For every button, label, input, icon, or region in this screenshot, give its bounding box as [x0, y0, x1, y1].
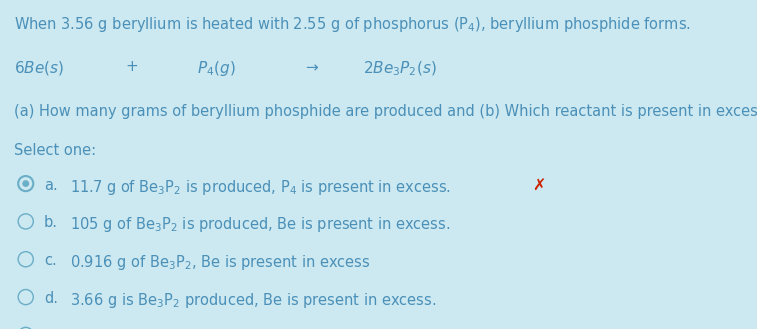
Text: $\it{6Be(s)}$: $\it{6Be(s)}$ — [14, 59, 64, 77]
Text: b.: b. — [44, 215, 58, 231]
Text: $\it{P_4(g)}$: $\it{P_4(g)}$ — [197, 59, 235, 78]
Text: ✗: ✗ — [532, 178, 546, 193]
Text: c.: c. — [44, 253, 57, 268]
Text: 3.66 g is Be$_3$P$_2$ produced, Be is present in excess.: 3.66 g is Be$_3$P$_2$ produced, Be is pr… — [70, 291, 437, 310]
Text: 105 g of Be$_3$P$_2$ is produced, Be is present in excess.: 105 g of Be$_3$P$_2$ is produced, Be is … — [70, 215, 450, 235]
Text: 11.7 g of Be$_3$P$_2$ is produced, P$_4$ is present in excess.: 11.7 g of Be$_3$P$_2$ is produced, P$_4$… — [70, 178, 451, 197]
Text: Select one:: Select one: — [14, 143, 95, 158]
Text: $\rightarrow$: $\rightarrow$ — [303, 59, 319, 74]
Text: a.: a. — [44, 178, 58, 193]
Text: +: + — [125, 59, 138, 74]
Ellipse shape — [23, 180, 30, 187]
Text: 0.916 g of Be$_3$P$_2$, Be is present in excess: 0.916 g of Be$_3$P$_2$, Be is present in… — [70, 253, 371, 272]
Text: d.: d. — [44, 291, 58, 306]
Text: $\it{2Be_3P_2(s)}$: $\it{2Be_3P_2(s)}$ — [363, 59, 437, 78]
Text: When 3.56 g beryllium is heated with 2.55 g of phosphorus (P$_4$), beryllium pho: When 3.56 g beryllium is heated with 2.5… — [14, 15, 690, 34]
Text: (a) How many grams of beryllium phosphide are produced and (b) Which reactant is: (a) How many grams of beryllium phosphid… — [14, 104, 757, 119]
